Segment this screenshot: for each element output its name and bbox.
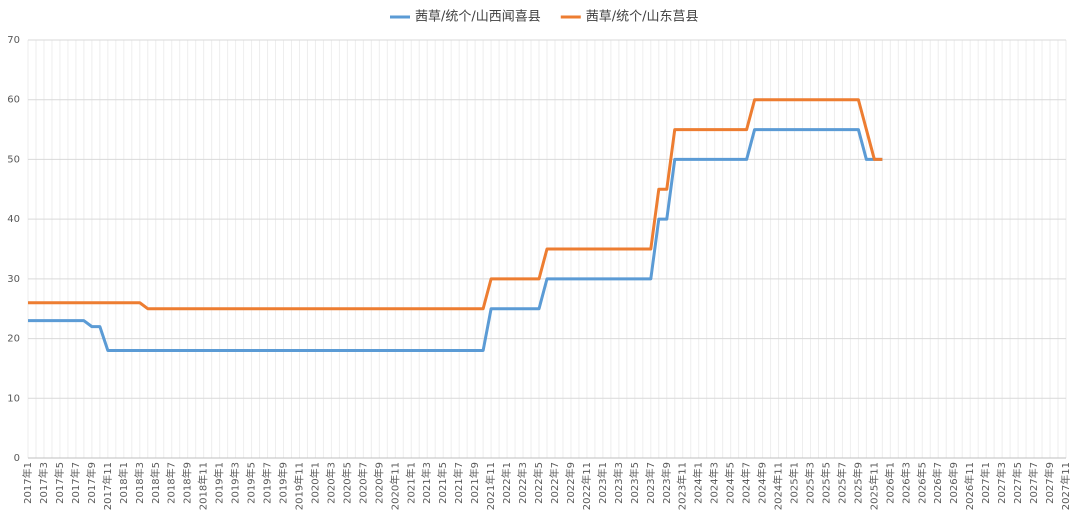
x-tick-label: 2019年5	[245, 462, 258, 504]
x-tick-label: 2027年3	[995, 462, 1008, 504]
x-tick-label: 2027年9	[1043, 462, 1056, 504]
x-tick-label: 2021年11	[484, 462, 497, 510]
x-tick-label: 2025年3	[803, 462, 816, 504]
x-tick-label: 2021年7	[452, 462, 465, 504]
x-tick-label: 2017年11	[101, 462, 114, 510]
x-tick-label: 2021年1	[404, 462, 417, 504]
x-tick-label: 2020年11	[388, 462, 401, 510]
x-tick-label: 2021年3	[420, 462, 433, 504]
y-tick-label: 50	[7, 154, 20, 165]
x-tick-label: 2018年9	[181, 462, 194, 504]
x-tick-label: 2020年1	[308, 462, 321, 504]
y-tick-label: 70	[7, 35, 20, 46]
x-tick-label: 2027年1	[979, 462, 992, 504]
x-tick-label: 2018年3	[133, 462, 146, 504]
x-tick-label: 2022年11	[580, 462, 593, 510]
x-tick-label: 2019年7	[261, 462, 274, 504]
x-tick-label: 2025年5	[819, 462, 832, 504]
x-tick-label: 2020年3	[324, 462, 337, 504]
x-tick-label: 2026年3	[899, 462, 912, 504]
x-tick-label: 2021年5	[436, 462, 449, 504]
x-tick-label: 2017年7	[69, 462, 82, 504]
y-tick-label: 20	[7, 334, 20, 345]
x-tick-label: 2024年7	[740, 462, 753, 504]
x-tick-label: 2017年9	[85, 462, 98, 504]
x-tick-label: 2020年9	[372, 462, 385, 504]
x-tick-label: 2019年11	[292, 462, 305, 510]
x-tick-label: 2027年5	[1011, 462, 1024, 504]
x-tick-label: 2025年9	[851, 462, 864, 504]
x-tick-label: 2025年11	[867, 462, 880, 510]
x-tick-label: 2025年7	[835, 462, 848, 504]
x-tick-label: 2023年5	[628, 462, 641, 504]
x-tick-label: 2018年7	[165, 462, 178, 504]
x-tick-label: 2022年5	[532, 462, 545, 504]
x-tick-label: 2023年9	[660, 462, 673, 504]
x-tick-label: 2023年3	[612, 462, 625, 504]
x-tick-label: 2019年3	[229, 462, 242, 504]
x-tick-label: 2026年5	[915, 462, 928, 504]
x-tick-label: 2020年7	[356, 462, 369, 504]
x-tick-label: 2022年7	[548, 462, 561, 504]
x-tick-label: 2021年9	[468, 462, 481, 504]
x-tick-label: 2024年11	[772, 462, 785, 510]
x-tick-label: 2019年9	[277, 462, 290, 504]
x-tick-label: 2025年1	[788, 462, 801, 504]
y-tick-label: 60	[7, 95, 20, 106]
x-tick-label: 2022年9	[564, 462, 577, 504]
x-tick-label: 2026年7	[931, 462, 944, 504]
x-tick-label: 2018年5	[149, 462, 162, 504]
legend-label: 茜草/统个/山东莒县	[586, 10, 699, 25]
x-tick-label: 2024年1	[692, 462, 705, 504]
x-tick-label: 2023年11	[676, 462, 689, 510]
y-tick-label: 0	[14, 453, 20, 464]
x-tick-label: 2027年7	[1027, 462, 1040, 504]
y-tick-label: 30	[7, 274, 20, 285]
x-tick-label: 2023年1	[596, 462, 609, 504]
x-tick-label: 2026年11	[963, 462, 976, 510]
series-line	[28, 98, 883, 311]
y-tick-label: 10	[7, 393, 20, 404]
x-tick-label: 2018年1	[117, 462, 130, 504]
x-tick-label: 2024年9	[756, 462, 769, 504]
x-tick-label: 2019年1	[213, 462, 226, 504]
legend-label: 茜草/统个/山西闻喜县	[415, 10, 541, 25]
x-tick-label: 2023年7	[644, 462, 657, 504]
x-tick-label: 2024年3	[708, 462, 721, 504]
x-tick-label: 2027年11	[1059, 462, 1072, 510]
series-line	[28, 128, 883, 353]
x-tick-label: 2017年3	[37, 462, 50, 504]
x-tick-label: 2018年11	[197, 462, 210, 510]
y-tick-label: 40	[7, 214, 20, 225]
x-tick-label: 2017年1	[21, 462, 34, 504]
x-tick-label: 2026年1	[883, 462, 896, 504]
x-tick-label: 2022年3	[516, 462, 529, 504]
x-tick-label: 2017年5	[53, 462, 66, 504]
x-tick-label: 2024年5	[724, 462, 737, 504]
x-tick-label: 2020年5	[340, 462, 353, 504]
x-tick-label: 2026年9	[947, 462, 960, 504]
x-tick-label: 2022年1	[500, 462, 513, 504]
